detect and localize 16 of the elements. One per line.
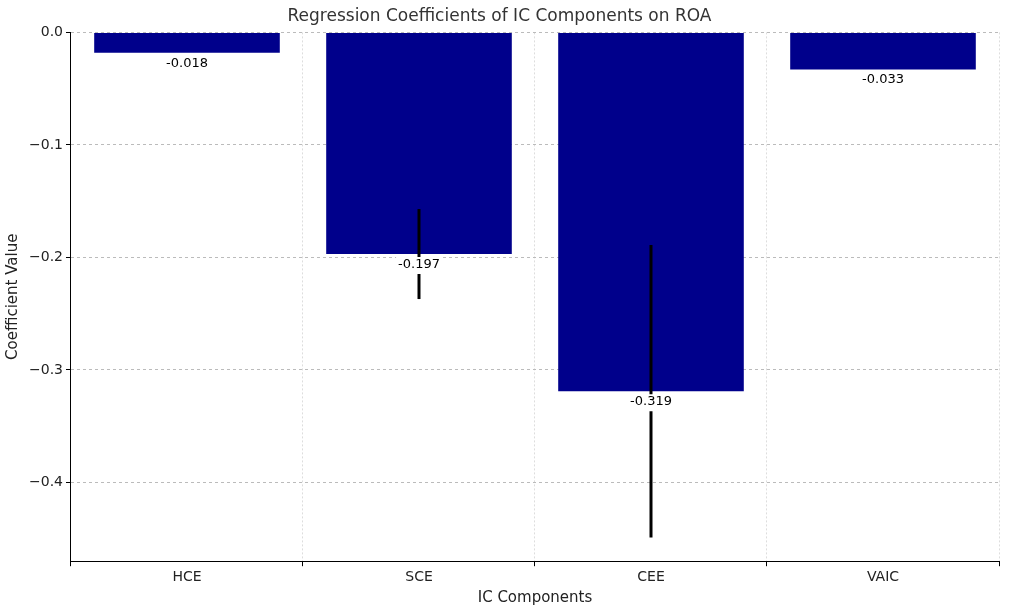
x-tick-label: HCE — [172, 568, 202, 585]
y-tick-label: 0.0 — [40, 23, 63, 40]
data-label: -0.033 — [862, 71, 904, 87]
x-tick-label: SCE — [405, 568, 433, 585]
x-axis-title: IC Components — [477, 587, 593, 606]
x-tick-label: VAIC — [866, 568, 900, 585]
chart-title: Regression Coefficients of IC Components on ROA — [287, 4, 712, 25]
y-axis-title: Coefficient Value — [2, 233, 21, 360]
data-label: -0.319 — [630, 393, 672, 409]
y-tick-label: −0.1 — [29, 135, 63, 152]
y-tick-label: −0.4 — [29, 473, 64, 490]
y-tick-label: −0.2 — [29, 248, 63, 265]
y-tick-label: −0.3 — [29, 360, 63, 377]
data-label: -0.018 — [166, 54, 208, 70]
data-label: -0.197 — [398, 255, 440, 271]
x-tick-label: CEE — [637, 568, 665, 585]
